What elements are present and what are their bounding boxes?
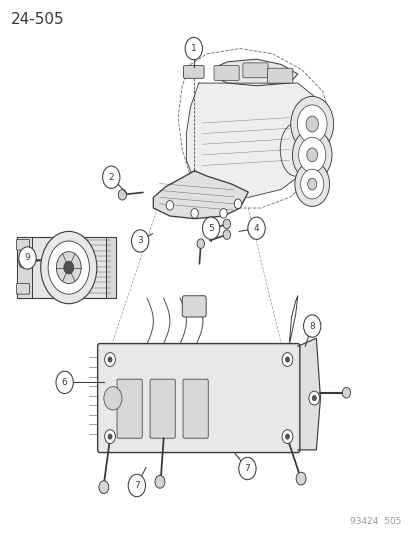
FancyBboxPatch shape xyxy=(183,66,204,78)
Circle shape xyxy=(108,434,112,439)
Text: 8: 8 xyxy=(309,321,314,330)
FancyBboxPatch shape xyxy=(17,284,29,294)
Circle shape xyxy=(223,230,230,239)
Polygon shape xyxy=(297,338,320,450)
Text: 1: 1 xyxy=(190,44,196,53)
Circle shape xyxy=(197,239,204,248)
Circle shape xyxy=(154,475,164,488)
Circle shape xyxy=(285,357,289,362)
Text: 7: 7 xyxy=(134,481,140,490)
Text: 9: 9 xyxy=(25,254,30,262)
Circle shape xyxy=(281,353,292,367)
Circle shape xyxy=(104,353,115,367)
Circle shape xyxy=(19,256,28,268)
Circle shape xyxy=(99,481,109,494)
Circle shape xyxy=(108,357,112,362)
Circle shape xyxy=(56,371,73,393)
Circle shape xyxy=(102,166,120,188)
Text: 5: 5 xyxy=(208,224,214,233)
Circle shape xyxy=(297,105,326,143)
Polygon shape xyxy=(186,83,322,197)
Circle shape xyxy=(294,162,329,206)
Circle shape xyxy=(306,148,317,162)
FancyBboxPatch shape xyxy=(183,379,208,438)
Circle shape xyxy=(311,395,316,401)
Text: 2: 2 xyxy=(108,173,114,182)
Polygon shape xyxy=(153,171,248,219)
Circle shape xyxy=(234,199,241,208)
FancyBboxPatch shape xyxy=(17,239,29,250)
Circle shape xyxy=(342,387,350,398)
Circle shape xyxy=(292,130,331,180)
Circle shape xyxy=(56,252,81,284)
Polygon shape xyxy=(215,59,297,86)
Text: 4: 4 xyxy=(253,224,259,233)
Text: 6: 6 xyxy=(62,378,67,387)
FancyBboxPatch shape xyxy=(97,344,299,453)
Circle shape xyxy=(307,178,316,190)
Circle shape xyxy=(303,315,320,337)
FancyBboxPatch shape xyxy=(267,68,292,83)
FancyBboxPatch shape xyxy=(117,379,142,438)
Circle shape xyxy=(118,189,126,200)
Circle shape xyxy=(190,208,198,218)
FancyBboxPatch shape xyxy=(106,237,116,298)
Circle shape xyxy=(281,430,292,443)
FancyBboxPatch shape xyxy=(17,237,31,298)
Circle shape xyxy=(19,247,36,269)
Text: 7: 7 xyxy=(244,464,250,473)
Circle shape xyxy=(166,200,173,210)
Circle shape xyxy=(131,230,148,252)
FancyBboxPatch shape xyxy=(214,66,239,80)
Circle shape xyxy=(300,169,323,199)
Circle shape xyxy=(290,96,333,152)
Circle shape xyxy=(202,217,219,239)
FancyBboxPatch shape xyxy=(150,379,175,438)
Circle shape xyxy=(298,138,325,172)
Circle shape xyxy=(64,261,74,274)
FancyBboxPatch shape xyxy=(182,296,206,317)
Circle shape xyxy=(285,434,289,439)
FancyBboxPatch shape xyxy=(17,237,116,298)
Circle shape xyxy=(305,116,318,132)
Text: 24-505: 24-505 xyxy=(11,12,64,27)
Circle shape xyxy=(295,472,305,485)
Circle shape xyxy=(247,217,265,239)
Circle shape xyxy=(104,430,115,443)
FancyBboxPatch shape xyxy=(242,63,268,78)
Circle shape xyxy=(308,391,319,405)
Text: 93424  505: 93424 505 xyxy=(349,517,400,526)
Circle shape xyxy=(223,219,230,229)
Circle shape xyxy=(128,474,145,497)
Circle shape xyxy=(104,386,122,410)
Circle shape xyxy=(48,241,89,294)
Circle shape xyxy=(238,457,256,480)
Circle shape xyxy=(185,37,202,60)
Text: 3: 3 xyxy=(137,237,142,246)
Circle shape xyxy=(40,231,97,304)
Circle shape xyxy=(219,208,227,218)
